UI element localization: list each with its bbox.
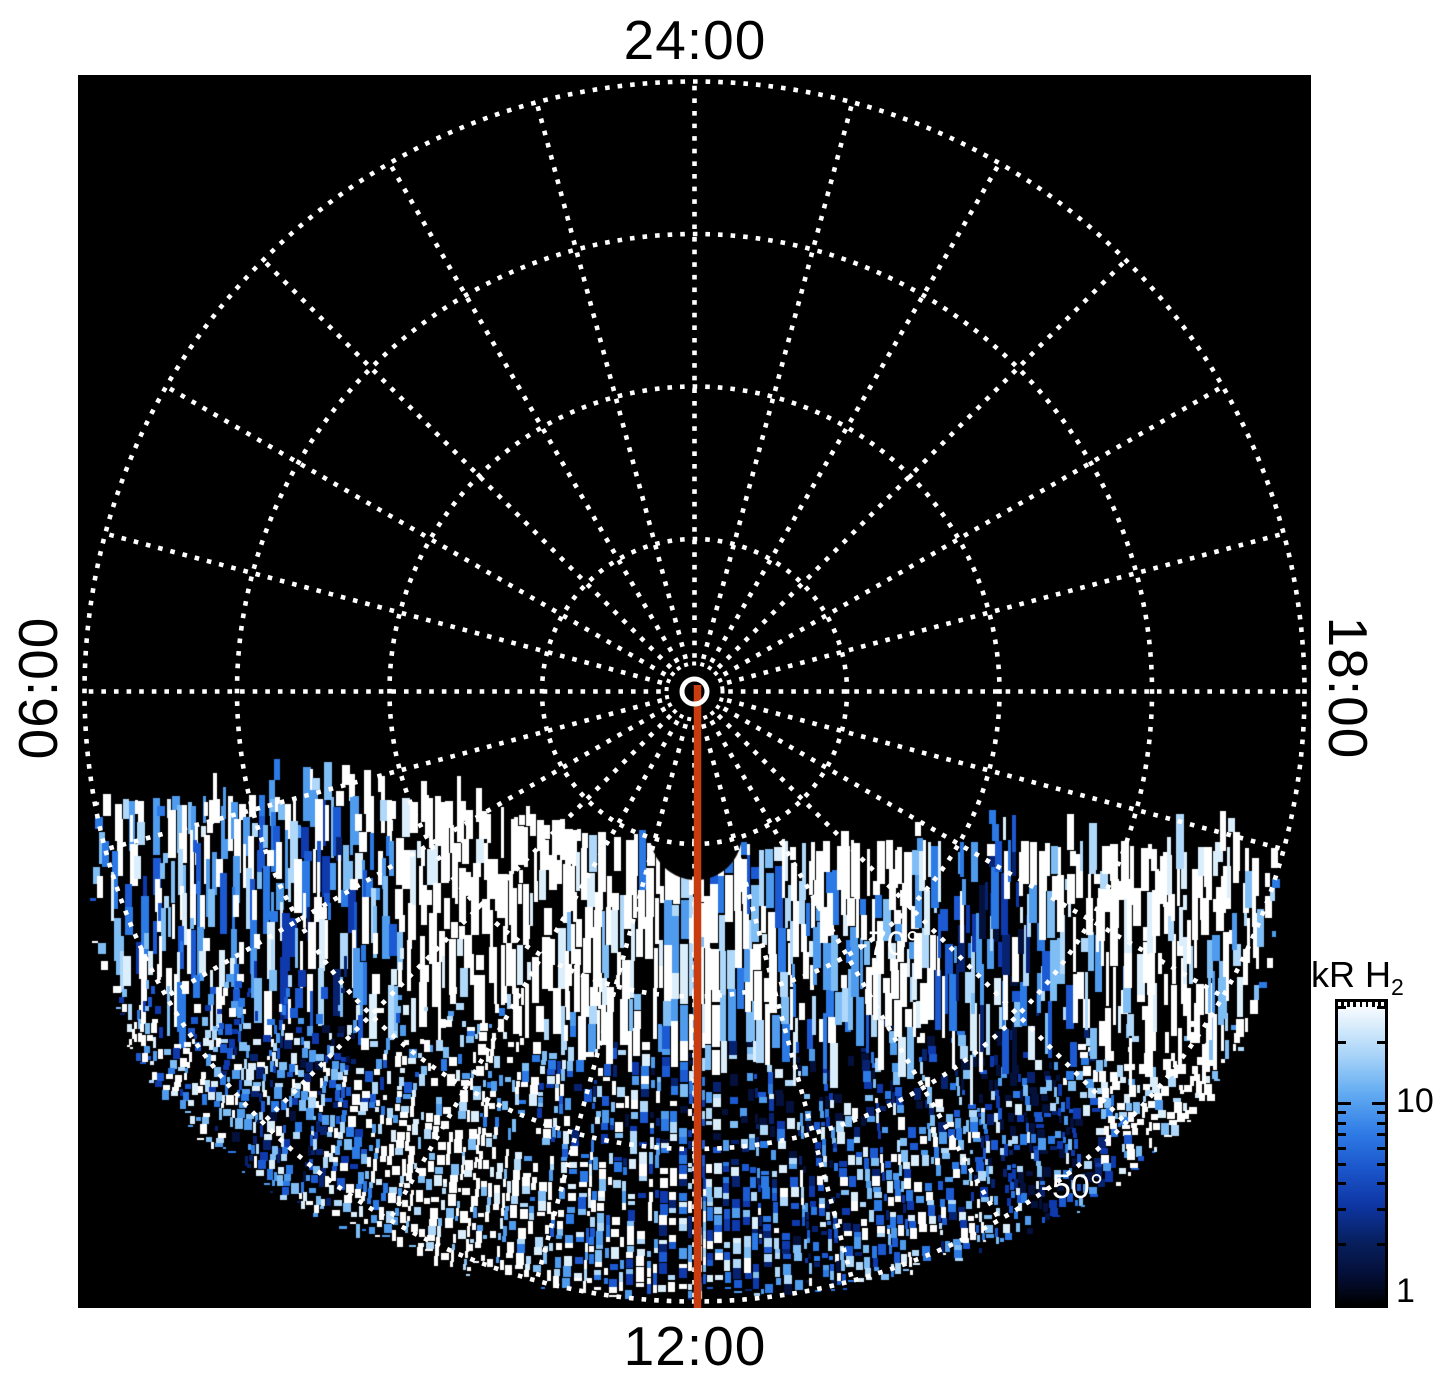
colorbar-major-tick	[1372, 1300, 1385, 1304]
time-label-24: 24:00	[623, 9, 767, 71]
colorbar-top-tick	[1384, 1002, 1387, 1007]
colorbar-title: kR H2	[1311, 954, 1441, 1001]
colorbar-minor-tick	[1338, 1041, 1346, 1045]
time-label-12: 12:00	[623, 1315, 767, 1377]
polar-grid-overlay: -70° -50°	[82, 79, 1307, 1308]
time-label-18: 18:00	[1317, 616, 1379, 760]
colorbar-top-tick	[1372, 1002, 1375, 1007]
colorbar-minor-tick	[1338, 1243, 1346, 1247]
lat-label-50: -50°	[1041, 1168, 1104, 1206]
colorbar-minor-tick	[1338, 1005, 1346, 1009]
pole-marker	[679, 676, 710, 707]
colorbar-minor-tick	[1377, 1041, 1385, 1045]
colorbar-minor-tick	[1377, 1182, 1385, 1186]
colorbar-minor-tick	[1377, 1005, 1385, 1009]
colorbar-minor-tick	[1377, 1207, 1385, 1211]
colorbar-minor-tick	[1338, 1133, 1346, 1137]
colorbar-top-tick	[1341, 1002, 1344, 1007]
colorbar-major-tick	[1338, 1101, 1351, 1105]
colorbar-top-tick	[1359, 1002, 1363, 1007]
colorbar-top-tick	[1365, 1002, 1369, 1007]
colorbar-major-tick	[1338, 1300, 1351, 1304]
colorbar-major-tick	[1372, 1101, 1385, 1105]
colorbar-gradient	[1338, 1002, 1385, 1305]
colorbar	[1335, 999, 1388, 1308]
lat-label-70: -70°	[857, 925, 920, 963]
colorbar-tick-label-1: 1	[1396, 1272, 1415, 1310]
colorbar-top-tick	[1347, 1002, 1350, 1007]
time-label-06: 06:00	[7, 616, 69, 760]
colorbar-title-subscript: 2	[1391, 974, 1404, 1000]
colorbar-minor-tick	[1338, 1207, 1346, 1211]
colorbar-minor-tick	[1377, 1162, 1385, 1166]
colorbar-minor-tick	[1377, 1133, 1385, 1137]
colorbar-title-text: kR H	[1311, 954, 1391, 995]
colorbar-top-tick	[1378, 1002, 1381, 1007]
colorbar-minor-tick	[1338, 1146, 1346, 1150]
colorbar-minor-tick	[1377, 1121, 1385, 1125]
colorbar-minor-tick	[1377, 1146, 1385, 1150]
colorbar-top-tick	[1353, 1002, 1356, 1007]
colorbar-minor-tick	[1338, 1111, 1346, 1115]
colorbar-minor-tick	[1377, 1111, 1385, 1115]
colorbar-minor-tick	[1338, 1121, 1346, 1125]
colorbar-minor-tick	[1338, 1182, 1346, 1186]
colorbar-tick-label-10: 10	[1396, 1081, 1434, 1120]
colorbar-minor-tick	[1377, 1243, 1385, 1247]
colorbar-minor-tick	[1338, 1162, 1346, 1166]
